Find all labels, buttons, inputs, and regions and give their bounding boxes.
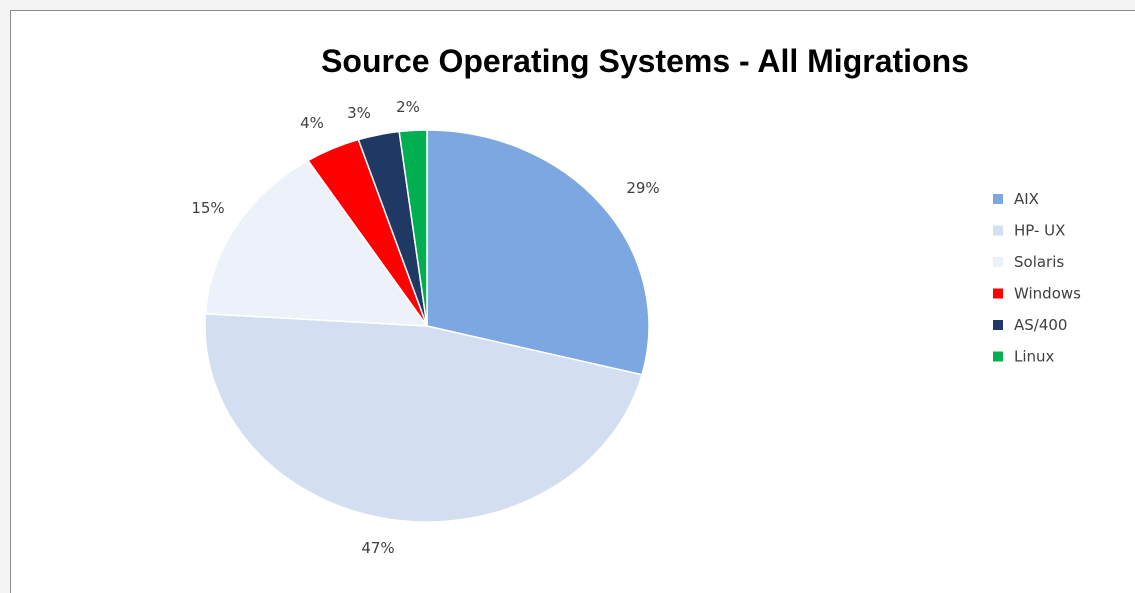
legend-swatch-solaris xyxy=(993,257,1003,267)
data-label-linux: 2% xyxy=(396,98,420,116)
legend-item-linux: Linux xyxy=(993,348,1055,366)
legend-item-as-400: AS/400 xyxy=(993,316,1067,334)
legend-item-solaris: Solaris xyxy=(993,253,1064,271)
legend-swatch-hp-ux xyxy=(993,225,1003,236)
data-label-hp-ux: 47% xyxy=(361,539,394,557)
data-label-as-400: 3% xyxy=(347,104,371,122)
data-label-solaris: 15% xyxy=(191,199,224,217)
legend-label-aix: AIX xyxy=(1014,190,1039,208)
legend-label-as-400: AS/400 xyxy=(1014,316,1067,334)
legend-swatch-windows xyxy=(993,288,1003,299)
data-label-windows: 4% xyxy=(300,114,324,132)
legend-item-windows: Windows xyxy=(993,285,1081,303)
data-label-aix: 29% xyxy=(626,179,659,197)
legend-swatch-aix xyxy=(993,194,1003,204)
legend-label-solaris: Solaris xyxy=(1014,253,1064,271)
legend-swatch-linux xyxy=(993,351,1003,362)
pie-slice-linux xyxy=(398,129,428,327)
legend-label-hp-ux: HP- UX xyxy=(1014,222,1065,240)
pie-data-labels: 29% 47% 15% 4% 3% 2% xyxy=(191,98,659,557)
legend-label-windows: Windows xyxy=(1014,285,1081,303)
pie-slice-solaris xyxy=(204,159,429,327)
legend-swatch-as-400 xyxy=(993,320,1003,330)
pie-slice-hp-ux xyxy=(204,312,643,523)
legend: AIX HP- UX Solaris Windows AS/400 Linux xyxy=(993,190,1081,366)
pie-slices xyxy=(204,129,650,523)
legend-item-aix: AIX xyxy=(993,190,1039,208)
pie-slice-aix xyxy=(426,129,650,376)
legend-label-linux: Linux xyxy=(1014,348,1055,366)
legend-item-hp-ux: HP- UX xyxy=(993,222,1065,240)
chart-title: Source Operating Systems - All Migration… xyxy=(321,43,969,79)
